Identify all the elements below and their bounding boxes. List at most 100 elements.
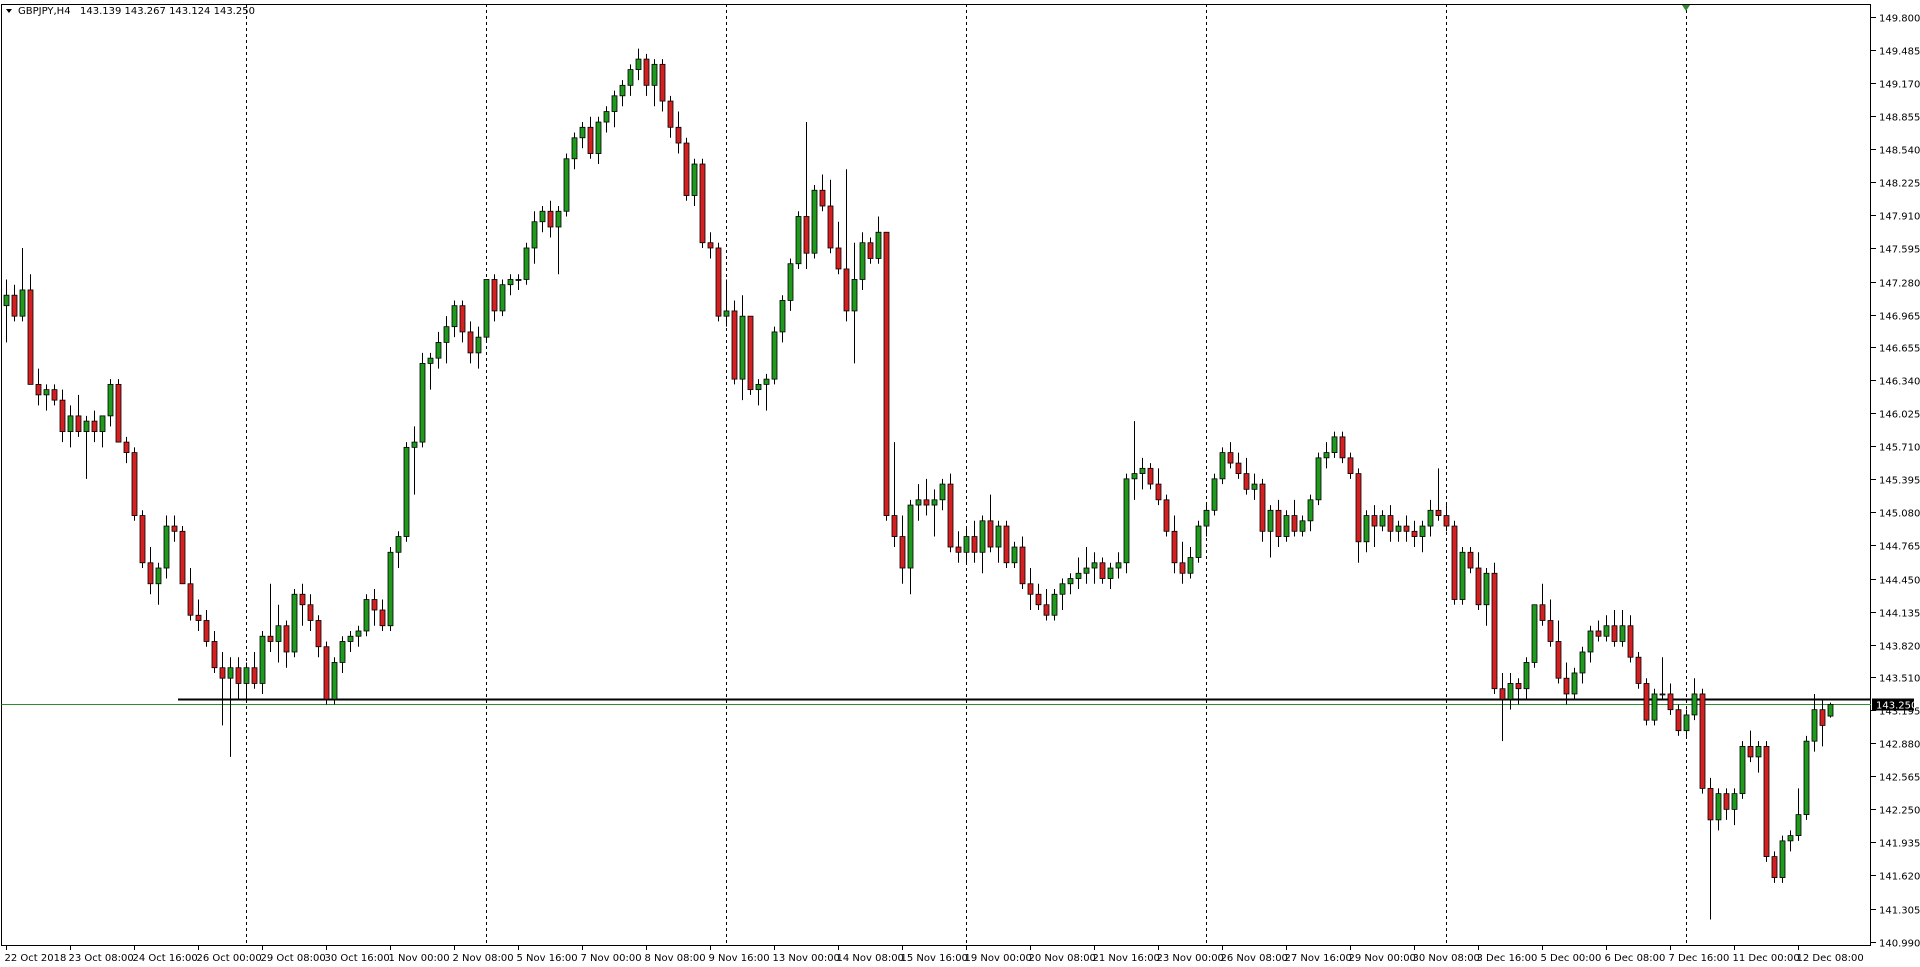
candle-body bbox=[915, 499, 922, 506]
candle-body bbox=[1723, 793, 1730, 810]
y-tick-label: 143.195 bbox=[1879, 707, 1920, 718]
candle-body bbox=[1003, 525, 1010, 564]
candle-body bbox=[635, 58, 642, 70]
candle-body bbox=[571, 137, 578, 160]
candle-body bbox=[187, 583, 194, 616]
candle-body bbox=[1515, 683, 1522, 690]
candle-body bbox=[419, 363, 426, 443]
candle-body bbox=[1675, 709, 1682, 732]
candle-body bbox=[107, 383, 114, 417]
candle-body bbox=[331, 662, 338, 700]
candle-body bbox=[1483, 572, 1490, 606]
candle-body bbox=[1195, 525, 1202, 558]
candle-body bbox=[1627, 625, 1634, 658]
candle-body bbox=[1563, 677, 1570, 695]
candle-body bbox=[1163, 499, 1170, 532]
candle-body bbox=[1707, 787, 1714, 821]
candle-body bbox=[251, 667, 258, 684]
candle-body bbox=[1371, 515, 1378, 527]
candle-body bbox=[787, 263, 794, 301]
candle-body bbox=[395, 536, 402, 553]
candle-body bbox=[467, 331, 474, 354]
candle-body bbox=[1555, 641, 1562, 679]
candle-body bbox=[1315, 457, 1322, 501]
candle-body bbox=[179, 530, 186, 585]
candle-body bbox=[803, 216, 810, 254]
x-tick-label: 7 Nov 00:00 bbox=[581, 953, 642, 964]
candle-body bbox=[1411, 530, 1418, 537]
candle-body bbox=[307, 604, 314, 621]
candle-body bbox=[435, 342, 442, 359]
x-tick-label: 21 Nov 16:00 bbox=[1093, 953, 1160, 964]
candle-body bbox=[19, 289, 26, 317]
candle-body bbox=[659, 63, 666, 102]
x-tick-label: 8 Nov 08:00 bbox=[645, 953, 706, 964]
candle-body bbox=[1467, 551, 1474, 569]
x-tick-label: 6 Dec 08:00 bbox=[1605, 953, 1666, 964]
candle-body bbox=[227, 667, 234, 679]
candle-body bbox=[739, 315, 746, 380]
candle-body bbox=[1131, 473, 1138, 480]
candle-body bbox=[1347, 457, 1354, 474]
candle-body bbox=[59, 399, 66, 433]
y-tick-label: 145.395 bbox=[1879, 476, 1920, 487]
candle-body bbox=[1307, 499, 1314, 522]
candle-body bbox=[1659, 693, 1666, 696]
candle-body bbox=[195, 614, 202, 621]
y-tick-label: 146.025 bbox=[1879, 410, 1920, 421]
candle-body bbox=[707, 242, 714, 249]
candle-body bbox=[987, 520, 994, 548]
candle-body bbox=[579, 126, 586, 139]
candle-body bbox=[155, 567, 162, 585]
candle-body bbox=[955, 546, 962, 553]
candle-body bbox=[1803, 740, 1810, 816]
separators bbox=[246, 4, 1687, 946]
candle-body bbox=[475, 336, 482, 354]
x-tick-label: 23 Nov 00:00 bbox=[1157, 953, 1224, 964]
candle-body bbox=[1547, 620, 1554, 642]
candle-body bbox=[171, 525, 178, 532]
candle-body bbox=[963, 536, 970, 553]
price-lines bbox=[1, 698, 1871, 705]
candle-body bbox=[771, 331, 778, 380]
candle-body bbox=[667, 100, 674, 128]
x-tick-label: 30 Nov 08:00 bbox=[1413, 953, 1480, 964]
candle-body bbox=[1763, 746, 1770, 857]
candle-body bbox=[259, 635, 266, 684]
candle-body bbox=[499, 284, 506, 312]
candle-body bbox=[1475, 567, 1482, 606]
candle-body bbox=[1139, 467, 1146, 474]
x-tick-label: 12 Dec 08:00 bbox=[1797, 953, 1864, 964]
candle-body bbox=[363, 599, 370, 632]
candle-body bbox=[1643, 683, 1650, 721]
x-tick-label: 2 Nov 08:00 bbox=[453, 953, 514, 964]
candle-body bbox=[1747, 746, 1754, 758]
candle-body bbox=[1811, 709, 1818, 742]
candle-body bbox=[531, 221, 538, 249]
candle-body bbox=[243, 667, 250, 684]
candle-body bbox=[99, 415, 106, 433]
x-tick-label: 5 Nov 16:00 bbox=[517, 953, 578, 964]
y-tick-label: 146.340 bbox=[1879, 377, 1920, 388]
candle-body bbox=[1203, 509, 1210, 527]
candle-body bbox=[1611, 625, 1618, 642]
candle-body bbox=[1323, 452, 1330, 459]
candle-body bbox=[403, 446, 410, 537]
candle-body bbox=[115, 383, 122, 443]
candle-body bbox=[1539, 604, 1546, 621]
y-tick-label: 149.800 bbox=[1879, 14, 1920, 25]
shift-marker bbox=[1682, 5, 1690, 11]
y-tick-label: 142.565 bbox=[1879, 773, 1920, 784]
candle-body bbox=[35, 383, 42, 396]
x-tick-label: 22 Oct 2018 bbox=[5, 953, 67, 964]
candle-body bbox=[1387, 515, 1394, 532]
x-tick-label: 1 Nov 00:00 bbox=[389, 953, 450, 964]
candle-body bbox=[1179, 562, 1186, 574]
y-tick-label: 148.225 bbox=[1879, 179, 1920, 190]
candle-body bbox=[1107, 567, 1114, 579]
candle-body bbox=[811, 189, 818, 254]
candle-body bbox=[1771, 856, 1778, 878]
candle-body bbox=[1363, 515, 1370, 543]
